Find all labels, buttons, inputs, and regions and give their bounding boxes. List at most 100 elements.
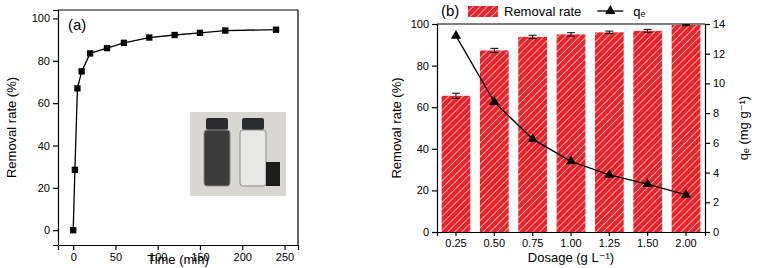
y2-axis-tick: 10 (705, 77, 725, 89)
plot-frame (58, 9, 298, 10)
data-point (273, 27, 279, 33)
y2-axis-line (706, 25, 711, 233)
y-axis-tick-mark (53, 145, 58, 146)
data-point (489, 96, 499, 105)
data-point (566, 156, 576, 165)
y-axis-tick-label: 80 (417, 60, 429, 72)
y-axis-tick: 0 (44, 224, 58, 236)
x-axis-tick-mark (532, 232, 533, 236)
x-axis-tick: 50 (110, 245, 122, 263)
error-bar (605, 31, 613, 33)
bar (633, 31, 662, 232)
y2-axis-tick: 4 (705, 167, 719, 179)
x-axis-tick: 0 (71, 245, 77, 263)
y2-axis-tick-label: 4 (713, 167, 719, 179)
y-axis-tick-mark (432, 65, 437, 66)
legend-marker (605, 5, 615, 14)
y2-axis-tick: 0 (705, 226, 719, 238)
y-axis-tick: 80 (417, 60, 437, 72)
bar (595, 32, 624, 232)
y-axis-title: Removal rate (%) (389, 77, 404, 178)
y-axis-tick: 20 (417, 184, 437, 196)
data-point (222, 27, 228, 33)
x-axis-tick-mark (242, 245, 243, 250)
x-axis-tick: 2.00 (675, 232, 696, 249)
data-point (104, 45, 110, 51)
y-axis-tick-mark (53, 230, 58, 231)
error-bar (490, 48, 498, 52)
y-axis-tick-mark (432, 149, 437, 150)
x-axis-tick: 1.00 (560, 232, 581, 249)
y2-axis-tick: 2 (705, 196, 719, 208)
y-axis-tick-label: 60 (38, 97, 50, 109)
panel-label: (b) (441, 2, 459, 19)
bar (672, 25, 701, 232)
plot-frame (297, 10, 298, 245)
y-axis-tick-label: 100 (32, 12, 50, 24)
figure: 050100150200250020406080100(a)Time (min)… (0, 0, 761, 268)
data-point (171, 32, 177, 38)
plot-area (70, 27, 279, 234)
error-bar (529, 35, 537, 38)
y-axis-tick-label: 40 (38, 140, 50, 152)
y2-axis-tick-mark (705, 54, 710, 55)
x-axis-tick: 250 (276, 245, 294, 263)
y-axis-tick-mark (53, 61, 58, 62)
vial-dark (204, 130, 230, 186)
magnet (266, 162, 280, 186)
y-axis-tick-label: 100 (411, 18, 429, 30)
legend: Removal rate qₑ (468, 4, 646, 19)
y-axis-tick-mark (53, 18, 58, 19)
legend-label: Removal rate (504, 4, 581, 19)
y-axis-line (432, 25, 438, 233)
data-point (643, 178, 653, 187)
data-point (197, 30, 203, 36)
y2-axis-tick: 14 (705, 18, 725, 30)
y2-axis-tick: 12 (705, 48, 725, 60)
y2-axis-tick-label: 2 (713, 196, 719, 208)
y2-axis-tick-mark (705, 83, 710, 84)
x-axis-tick-label: 2.00 (675, 237, 696, 249)
x-axis-tick-mark (158, 245, 159, 250)
data-point (146, 34, 152, 40)
x-axis-tick: 0.50 (484, 232, 505, 249)
y-axis-tick: 20 (38, 182, 58, 194)
vial-cap (242, 118, 264, 130)
data-point (451, 30, 461, 39)
x-axis-tick-label: 0.50 (484, 237, 505, 249)
x-axis-tick-label: 50 (110, 251, 122, 263)
x-axis-tick-mark (73, 245, 74, 250)
plot-frame (437, 23, 705, 24)
data-line (456, 36, 686, 195)
x-axis-tick-mark (570, 232, 571, 236)
x-axis-tick-mark (647, 232, 648, 236)
y-axis-tick: 80 (38, 55, 58, 67)
y-axis-tick-label: 20 (38, 182, 50, 194)
x-axis-tick-mark (200, 245, 201, 250)
x-axis-tick: 1.25 (599, 232, 620, 249)
bar (557, 34, 586, 232)
y2-axis-tick-mark (705, 24, 710, 25)
y-axis-tick: 0 (423, 226, 437, 238)
data-point (121, 40, 127, 46)
x-axis-tick-mark (494, 232, 495, 236)
x-axis-tick-label: 250 (276, 251, 294, 263)
y2-axis-tick-label: 8 (713, 107, 719, 119)
x-axis-line (438, 233, 706, 237)
x-axis-tick-mark (685, 232, 686, 236)
legend-label: qₑ (633, 4, 645, 19)
y2-axis-tick-label: 10 (713, 77, 725, 89)
x-axis-tick-label: 200 (234, 251, 252, 263)
data-point (72, 167, 78, 173)
y-axis: 0 20 40 60 80 100 (32, 11, 59, 246)
y-axis-tick-label: 20 (417, 184, 429, 196)
x-axis-tick-label: 1.00 (560, 237, 581, 249)
x-axis: 0.250.500.751.001.251.502.00 (438, 232, 706, 249)
x-axis-title: Dosage (g L⁻¹) (528, 250, 614, 265)
y-axis-tick-mark (432, 24, 437, 25)
y2-axis-tick-mark (705, 143, 710, 144)
y-axis: 020406080100 (411, 18, 438, 238)
error-bar (452, 93, 460, 98)
y2-axis-tick-mark (705, 202, 710, 203)
error-bar (567, 33, 575, 36)
